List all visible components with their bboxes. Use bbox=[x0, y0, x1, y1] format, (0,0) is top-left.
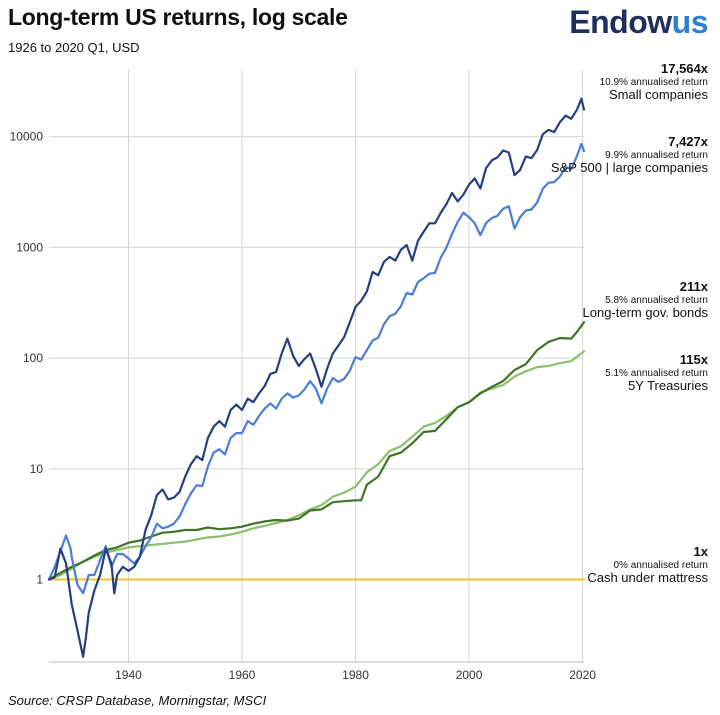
annotation-series-name: Long-term gov. bonds bbox=[582, 305, 709, 321]
brand-logo: Endowus bbox=[569, 4, 708, 41]
annotation-rate: 0% annualised return bbox=[613, 559, 708, 571]
annotation-long-term-bonds: 211x 5.8% annualised return Long-term go… bbox=[582, 279, 709, 321]
annotation-small-companies: 17,564x 10.9% annualised return Small co… bbox=[599, 61, 708, 103]
x-tick-label: 1980 bbox=[342, 668, 369, 682]
y-tick-label: 10 bbox=[30, 462, 44, 476]
annotation-multiple: 7,427x bbox=[668, 134, 708, 149]
annotation-rate: 10.9% annualised return bbox=[599, 76, 708, 88]
source-note: Source: CRSP Database, Morningstar, MSCI bbox=[8, 693, 267, 708]
logo-text-part2: us bbox=[671, 4, 709, 40]
annotation-cash: 1x 0% annualised return Cash under mattr… bbox=[587, 544, 708, 586]
page-subtitle: 1926 to 2020 Q1, USD bbox=[8, 40, 140, 55]
annotation-series-name: S&P 500 | large companies bbox=[550, 160, 708, 176]
series-layer bbox=[47, 97, 586, 658]
y-tick-label: 1000 bbox=[16, 240, 43, 254]
x-tick-label: 1960 bbox=[229, 668, 256, 682]
annotation-multiple: 1x bbox=[693, 544, 708, 559]
annotation-rate: 5.8% annualised return bbox=[605, 294, 708, 306]
logo-text-part1: Endow bbox=[569, 4, 672, 40]
annotation-series-name: Cash under mattress bbox=[587, 570, 708, 586]
page-title: Long-term US returns, log scale bbox=[8, 4, 348, 30]
annotation-5y-treasuries: 115x 5.1% annualised return 5Y Treasurie… bbox=[605, 352, 708, 394]
series-line-long-term-gov-bonds bbox=[47, 321, 586, 581]
annotation-rate: 5.1% annualised return bbox=[605, 367, 708, 379]
annotation-multiple: 211x bbox=[679, 279, 708, 294]
series-line-small-companies bbox=[47, 97, 586, 658]
annotation-sp500: 7,427x 9.9% annualised return S&P 500 | … bbox=[550, 134, 708, 176]
series-line-s-p-500-large-companies bbox=[47, 142, 586, 595]
annotation-multiple: 17,564x bbox=[661, 61, 708, 76]
y-tick-label: 1 bbox=[36, 573, 43, 587]
x-tick-label: 2020 bbox=[569, 668, 596, 682]
annotation-series-name: 5Y Treasuries bbox=[628, 378, 708, 394]
series-line-5y-treasuries bbox=[47, 350, 586, 581]
axis-layer: 1940 1960 1980 2000 2020 1 10 100 1000 10000 bbox=[10, 130, 597, 682]
grid-layer bbox=[49, 70, 584, 662]
x-tick-label: 2000 bbox=[456, 668, 483, 682]
annotation-multiple: 115x bbox=[679, 352, 708, 367]
x-tick-label: 1940 bbox=[115, 668, 142, 682]
y-tick-label: 100 bbox=[23, 351, 43, 365]
y-tick-label: 10000 bbox=[10, 130, 44, 144]
annotation-rate: 9.9% annualised return bbox=[605, 149, 708, 161]
annotation-series-name: Small companies bbox=[609, 87, 708, 103]
